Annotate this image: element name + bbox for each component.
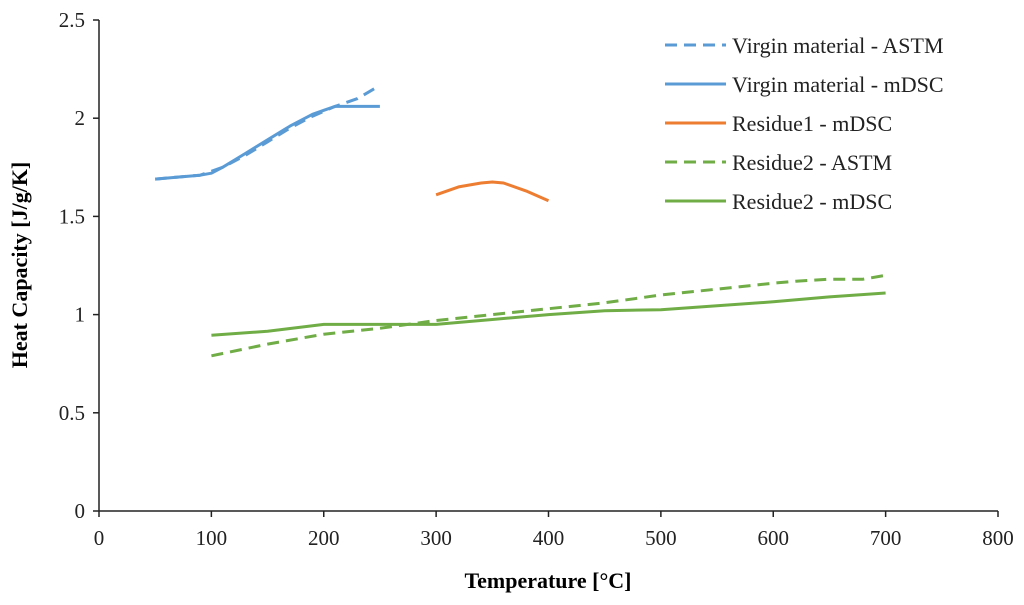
legend-label-4: Residue2 - ASTM [732, 150, 892, 175]
x-axis-title: Temperature [°C] [464, 568, 631, 593]
legend-label-1: Virgin material - ASTM [732, 33, 944, 58]
x-tick-label: 500 [645, 526, 677, 550]
y-tick-label: 0.5 [59, 401, 85, 425]
x-tick-label: 300 [420, 526, 452, 550]
y-tick-label: 1.5 [59, 204, 85, 228]
y-tick-label: 2 [75, 106, 86, 130]
x-tick-label: 600 [758, 526, 790, 550]
legend-label-2: Virgin material - mDSC [732, 72, 944, 97]
series-line-4 [211, 273, 886, 358]
x-tick-label: 800 [982, 526, 1014, 550]
y-axis-title: Heat Capacity [J/g/K] [7, 162, 32, 369]
series-line-2 [155, 104, 380, 181]
y-tick-label: 0 [75, 499, 86, 523]
x-tick-label: 200 [308, 526, 340, 550]
legend-label-5: Residue2 - mDSC [732, 189, 892, 214]
x-tick-label: 0 [94, 526, 105, 550]
axes: 0 100 200 300 400 500 600 700 800 0 0.5 1 1.5 2 2.5 [59, 8, 1014, 550]
series-line-1 [155, 87, 376, 181]
y-tick-label: 2.5 [59, 8, 85, 32]
series-line-3 [435, 180, 550, 203]
x-tick-label: 700 [870, 526, 902, 550]
x-tick-label: 100 [196, 526, 228, 550]
x-tick-label: 400 [533, 526, 565, 550]
y-tick-label: 1 [75, 303, 86, 327]
series-line-5 [211, 291, 886, 337]
legend-label-3: Residue1 - mDSC [732, 111, 892, 136]
legend: Virgin material - ASTM Virgin material - … [665, 33, 944, 214]
series-lines [155, 87, 886, 358]
